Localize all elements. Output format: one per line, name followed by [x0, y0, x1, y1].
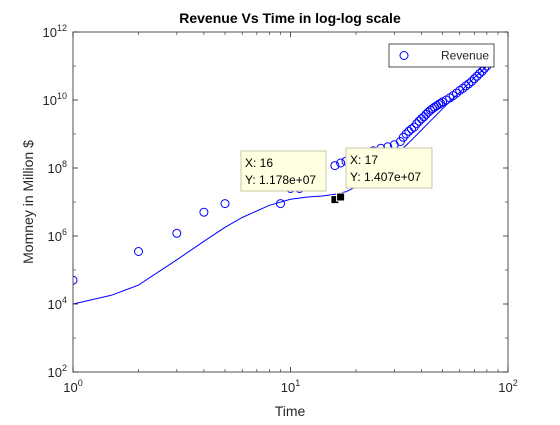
datatip-16-x: X: 16	[245, 156, 273, 170]
data-point	[467, 77, 477, 86]
datatip-17-y: Y: 1.407e+07	[350, 170, 421, 184]
x-tick-label: 101	[281, 378, 300, 395]
data-point	[412, 119, 422, 129]
data-point	[73, 275, 78, 285]
data-point	[475, 69, 485, 78]
tick-layer: 100 101 102 102 104 106 108 1010 1012	[43, 23, 518, 395]
data-point	[452, 88, 461, 98]
data-point	[416, 114, 426, 124]
data-point	[134, 247, 143, 256]
data-point	[398, 132, 408, 142]
data-point	[419, 112, 429, 122]
y-tick-label: 102	[48, 363, 67, 380]
data-point	[172, 228, 182, 238]
data-point	[407, 124, 416, 134]
y-tick-label: 1010	[43, 91, 67, 108]
datatip-marker[interactable]	[336, 192, 346, 202]
datatip-17-x: X: 17	[350, 153, 378, 167]
data-point	[464, 79, 474, 89]
data-point	[276, 199, 285, 209]
y-tick-label: 1012	[43, 23, 67, 40]
data-point	[472, 71, 482, 81]
data-point	[469, 74, 479, 84]
legend-marker-icon	[399, 51, 409, 60]
y-tick-label: 108	[48, 159, 67, 176]
datatip-marker-layer	[330, 192, 346, 205]
data-point	[458, 83, 468, 93]
data-point	[199, 207, 209, 217]
plot-area	[73, 32, 508, 372]
data-point	[455, 86, 465, 95]
legend-box	[388, 43, 495, 68]
datatip-16-y: Y: 1.178e+07	[245, 173, 316, 187]
data-point	[336, 158, 346, 168]
datatip-17[interactable]: X: 17 Y: 1.407e+07	[345, 147, 433, 189]
legend: Revenue	[388, 43, 495, 68]
data-point	[220, 199, 230, 209]
data-point	[461, 81, 471, 91]
x-axis-title: Time	[275, 403, 306, 419]
datatip-16-box	[240, 150, 327, 192]
data-point	[330, 161, 340, 171]
data-point	[401, 129, 411, 139]
datatip-17-box	[345, 147, 433, 189]
legend-label-revenue: Revenue	[441, 49, 489, 63]
x-tick-label: 102	[498, 378, 517, 395]
chart-title: Revenue Vs Time in log-log scale	[179, 10, 401, 26]
y-tick-label: 106	[48, 227, 67, 244]
datatip-16[interactable]: X: 16 Y: 1.178e+07	[240, 150, 327, 192]
x-tick-label: 100	[63, 378, 82, 395]
y-axis-title: Momney in Million $	[20, 140, 36, 264]
y-tick-label: 104	[48, 295, 67, 312]
